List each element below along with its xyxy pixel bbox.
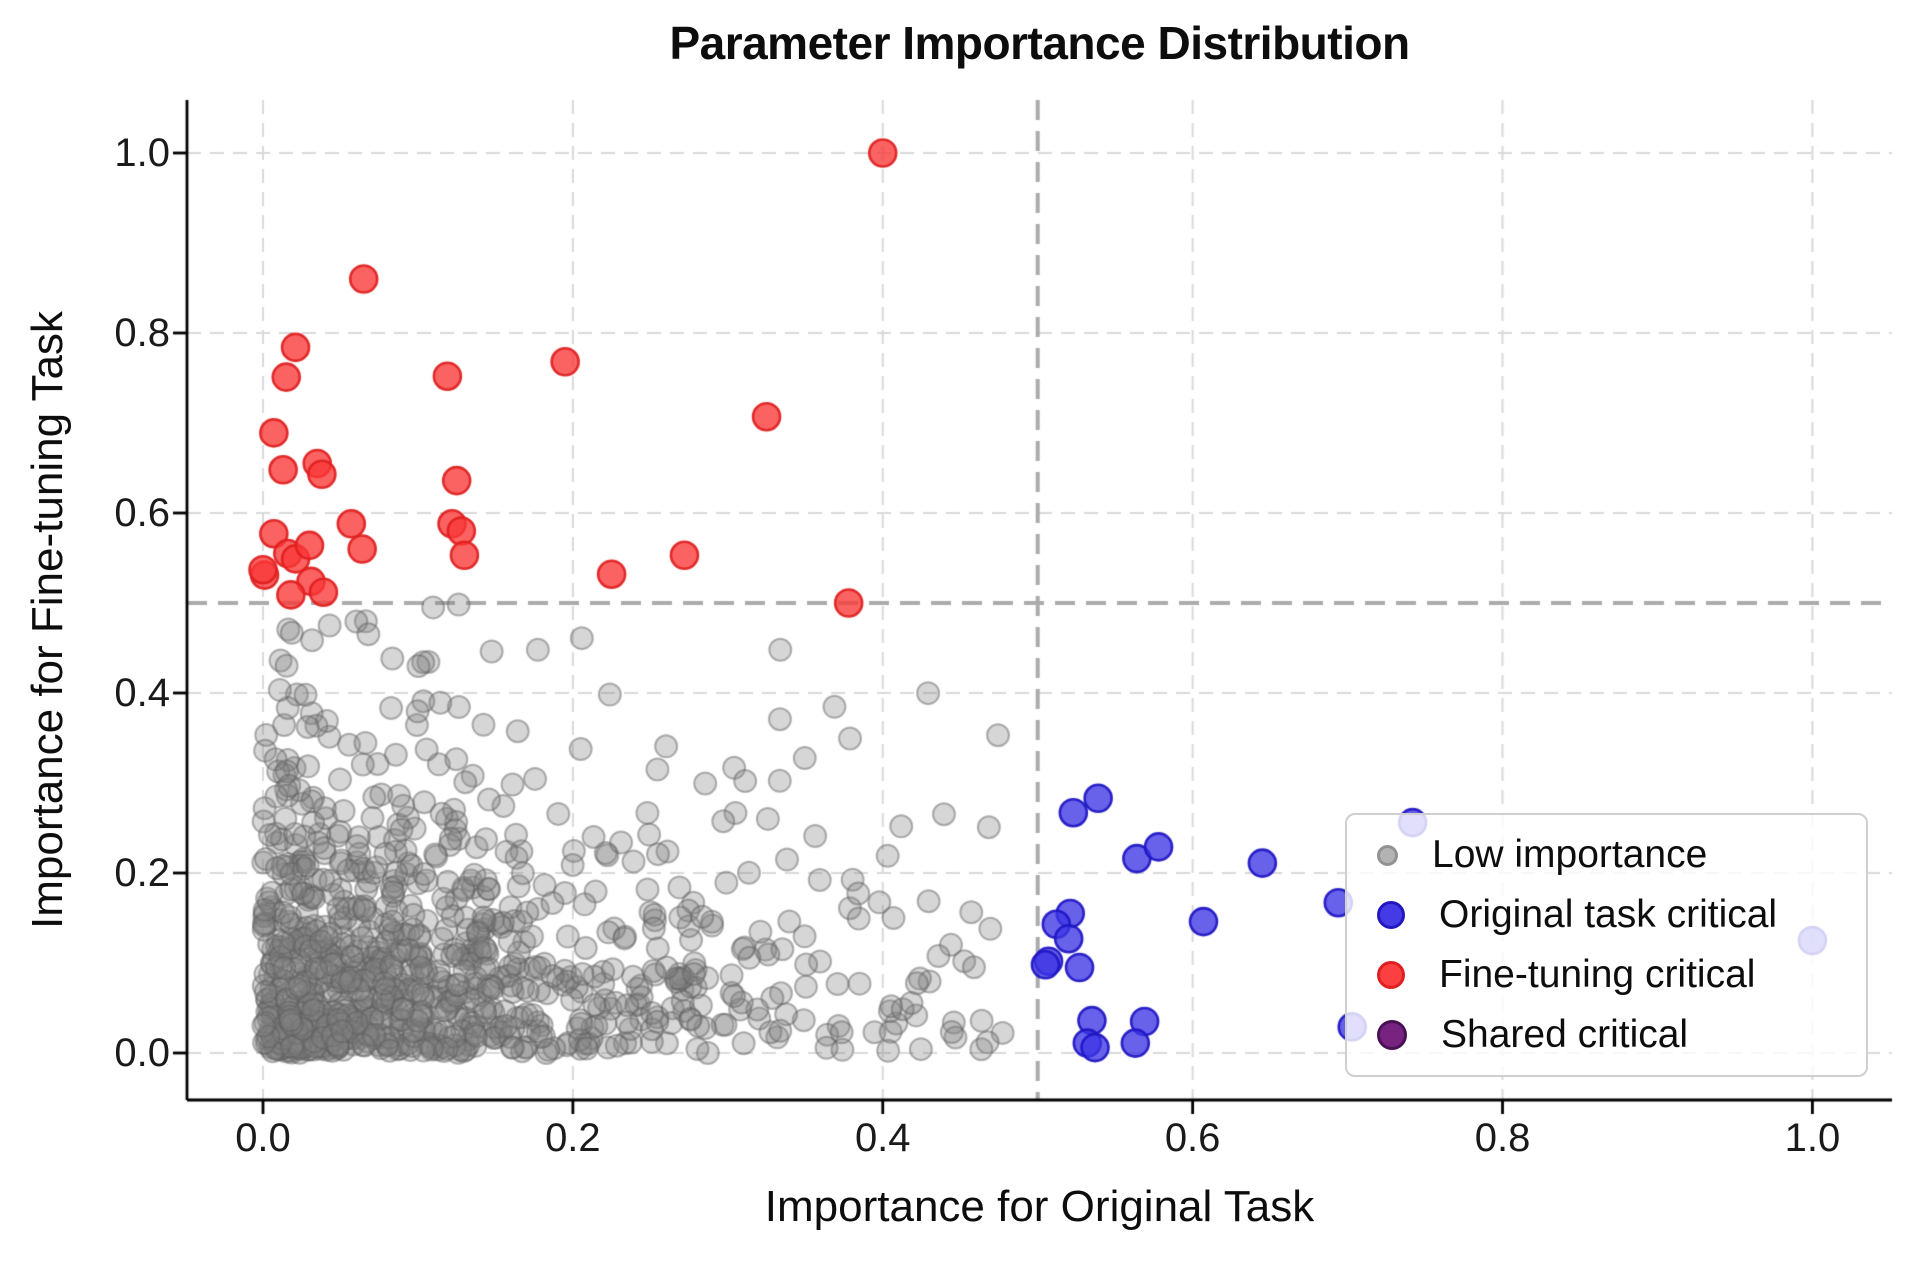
x-tick-label: 1.0 [1784, 1116, 1841, 1160]
x-tick-label: 0.2 [545, 1116, 601, 1160]
y-tick-label: 0.0 [114, 1031, 170, 1075]
y-tick-label: 0.6 [114, 491, 170, 535]
x-tick-label: 0.6 [1164, 1116, 1221, 1160]
legend-label: Fine-tuning critical [1439, 953, 1756, 996]
y-tick-label: 0.8 [114, 311, 170, 355]
legend-item: Original task critical [1347, 893, 1866, 937]
chart-title: Parameter Importance Distribution [669, 17, 1410, 69]
x-tick-label: 0.8 [1474, 1116, 1531, 1160]
legend-label: Original task critical [1439, 893, 1778, 936]
y-axis-label: Importance for Fine-tuning Task [23, 311, 72, 929]
legend-item: Fine-tuning critical [1347, 953, 1866, 997]
legend-marker-circle-icon [1377, 1020, 1407, 1050]
legend-item: Low importance [1347, 833, 1866, 877]
legend: Low importance Original task critical Fine… [1345, 813, 1868, 1077]
legend-item: Shared critical [1347, 1013, 1866, 1057]
x-tick-label: 0.4 [854, 1116, 911, 1160]
legend-label: Low importance [1432, 833, 1708, 876]
y-tick-label: 0.2 [114, 851, 170, 895]
legend-label: Shared critical [1441, 1013, 1689, 1056]
y-tick-label: 0.4 [114, 671, 170, 715]
x-tick-label: 0.0 [235, 1116, 291, 1160]
x-axis-label: Importance for Original Task [764, 1182, 1315, 1231]
legend-marker-circle-icon [1377, 844, 1398, 866]
legend-marker-circle-icon [1377, 901, 1405, 929]
legend-marker-circle-icon [1377, 961, 1405, 989]
y-tick-label: 1.0 [114, 131, 170, 175]
